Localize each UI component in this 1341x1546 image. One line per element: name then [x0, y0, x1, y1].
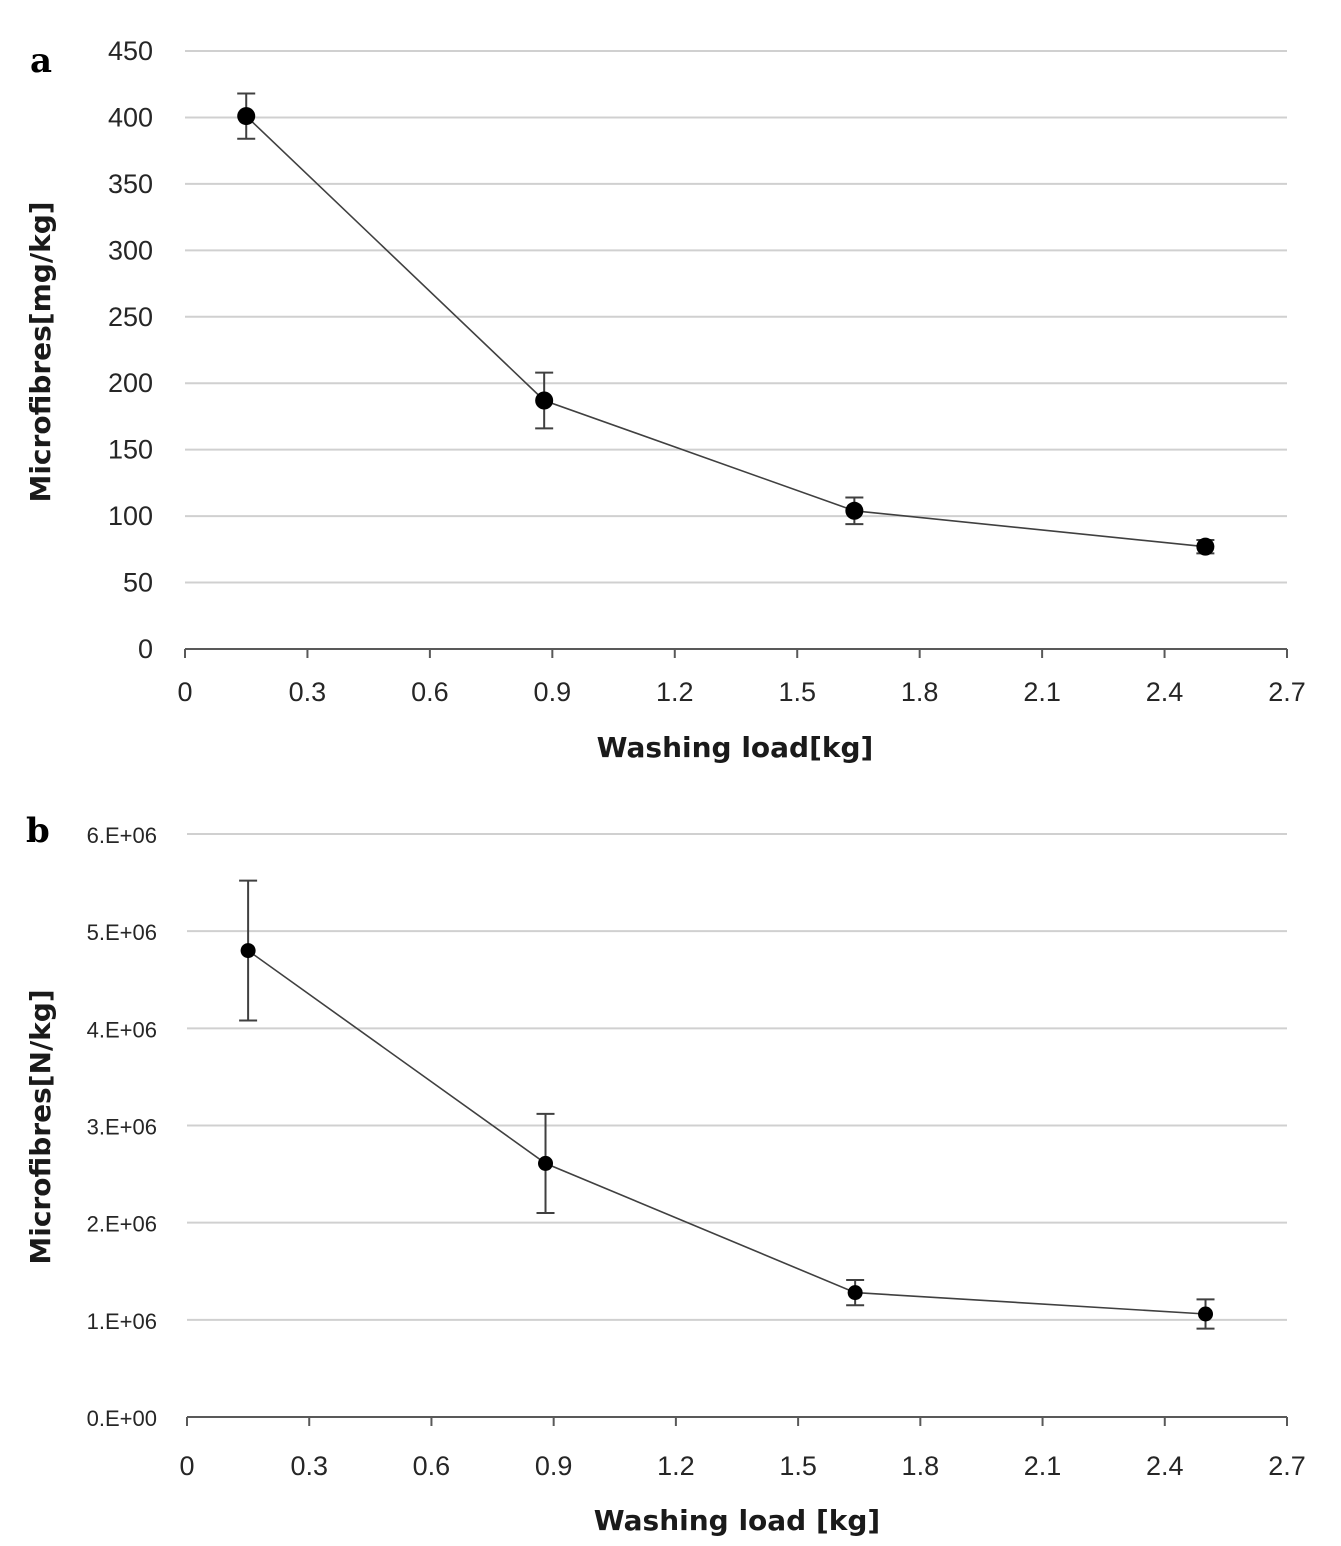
panel-a-x-tick-label: 0.6 [411, 677, 449, 707]
panel-b-x-tick-label: 0 [179, 1451, 194, 1481]
panel-b-y-tick-label: 5.E+06 [87, 920, 157, 945]
panel-a-y-tick-label: 100 [108, 501, 153, 531]
panel-a-x-tick-label: 0 [177, 677, 192, 707]
panel-a-x-tick-label: 1.2 [656, 677, 694, 707]
panel-b-x-tick-label: 0.6 [413, 1451, 451, 1481]
panel-a-y-tick-label: 400 [108, 102, 153, 132]
panel-a-chart: a 0 50 100 150 200 250 300 350 400 450 0 0.3 0.6 0.9… [24, 36, 1306, 764]
panel-a-y-tick-label: 150 [108, 435, 153, 465]
panel-b-x-tick-label: 2.4 [1146, 1451, 1184, 1481]
panel-b-y-tick-label: 0.E+00 [87, 1406, 157, 1431]
panel-a-series-line [245, 115, 1206, 548]
panel-a-y-tick-label: 50 [123, 568, 153, 598]
panel-b-data-point [240, 943, 256, 959]
panel-b-y-axis-title: Microfibres[N/kg] [24, 989, 57, 1264]
panel-b-data-point [1198, 1306, 1214, 1322]
panel-b-y-tick-label: 4.E+06 [87, 1017, 157, 1042]
panel-a-x-tick-label: 0.9 [534, 677, 572, 707]
panel-b-series-line [247, 949, 1206, 1315]
panel-b-x-tick-label: 1.8 [902, 1451, 940, 1481]
panel-b-x-tick-label: 2.7 [1268, 1451, 1306, 1481]
panel-a-y-tick-label: 300 [108, 235, 153, 265]
panel-b-x-tick-label: 0.9 [535, 1451, 573, 1481]
panel-a-data-point [1196, 537, 1215, 556]
panel-a-y-tick-label: 350 [108, 169, 153, 199]
panel-b-y-tick-label: 2.E+06 [87, 1212, 157, 1237]
panel-a-x-tick-label: 1.8 [901, 677, 939, 707]
panel-b-y-tick-label: 1.E+06 [87, 1309, 157, 1334]
panel-a-label: a [30, 41, 52, 81]
panel-a-y-tick-label: 250 [108, 302, 153, 332]
panel-a-y-tick-label: 0 [138, 634, 153, 664]
panel-a-x-axis-title: Washing load[kg] [597, 731, 874, 764]
panel-a-x-tick-label: 2.7 [1268, 677, 1306, 707]
panel-a-y-tick-label: 450 [108, 36, 153, 66]
panel-b-data-point [847, 1285, 863, 1301]
panel-b-y-tick-label: 6.E+06 [87, 823, 157, 848]
panel-b-x-tick-label: 1.5 [779, 1451, 817, 1481]
panel-b-x-axis-title: Washing load [kg] [594, 1504, 880, 1537]
panel-a-data-point [237, 107, 256, 126]
panel-a-x-tick-label: 1.5 [778, 677, 816, 707]
panel-b-x-tick-label: 2.1 [1024, 1451, 1062, 1481]
panel-a-data-point [535, 391, 554, 410]
panel-b-x-tick-label: 0.3 [290, 1451, 328, 1481]
panel-a-y-tick-label: 200 [108, 368, 153, 398]
panel-a-x-tick-label: 2.1 [1023, 677, 1061, 707]
panel-b-x-tick-label: 1.2 [657, 1451, 695, 1481]
panel-a-data-point [845, 501, 864, 520]
panel-b-label: b [26, 811, 50, 851]
panel-a-y-axis-title: Microfibres[mg/kg] [24, 201, 57, 502]
panel-b-chart: b 0.E+00 1.E+06 2.E+06 3.E+06 4.E+06 5.E+06 6.… [24, 811, 1306, 1537]
panel-b-data-point [538, 1155, 554, 1171]
panel-a-x-tick-label: 2.4 [1146, 677, 1184, 707]
panel-b-y-tick-label: 3.E+06 [87, 1115, 157, 1140]
panel-a-x-tick-label: 0.3 [289, 677, 327, 707]
